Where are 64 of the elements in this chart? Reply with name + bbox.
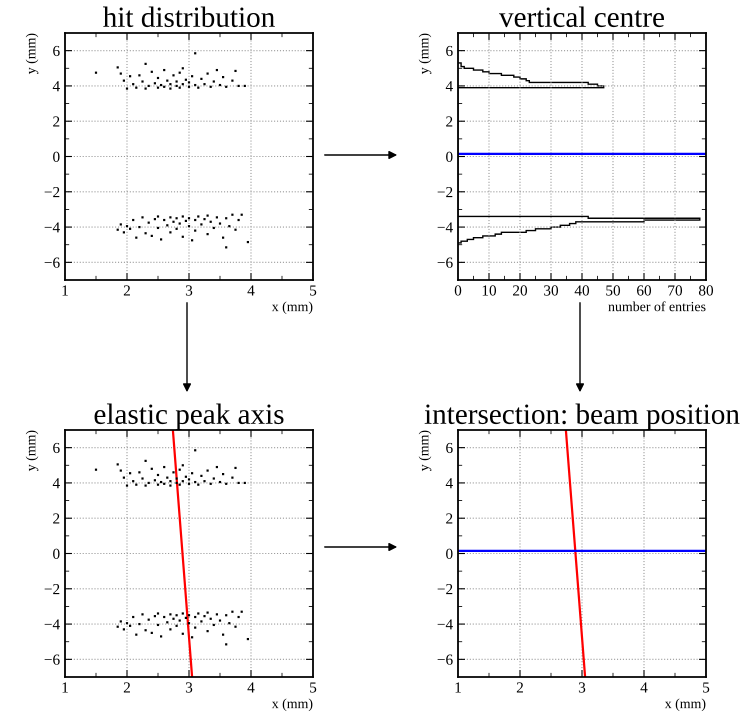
x-tick-label: 30 [544,285,558,296]
y-tick-label: −4 [438,619,453,630]
y-tick-label: −2 [44,584,60,594]
x-tick-label: 80 [698,285,714,296]
y-tick-label: −6 [44,258,60,268]
chart-title: hit distribution [103,6,275,28]
y-tick-label: −4 [438,222,453,232]
x-axis-title: x (mm) [664,698,706,712]
x-tick-label: 2 [516,682,523,692]
y-tick-label: −6 [438,258,453,268]
y-axis-title: y (mm) [26,34,38,74]
y-tick-label: 2 [53,513,60,524]
y-tick-label: −4 [44,619,60,630]
x-tick-label: 4 [247,285,255,296]
x-tick-label: 4 [640,682,648,692]
y-axis-title: y (mm) [418,34,432,74]
y-tick-label: 2 [446,116,452,127]
x-tick-label: 2 [124,682,130,692]
chart-title: intersection: beam position [424,404,740,430]
y-tick-label: 4 [52,81,60,92]
x-tick-label: 3 [186,285,192,296]
y-tick-label: 6 [53,46,60,56]
y-tick-label: 4 [446,478,453,488]
y-tick-label: −2 [438,186,452,198]
x-tick-label: 3 [578,682,586,693]
y-tick-label: 2 [446,513,452,524]
y-tick-label: −2 [44,186,60,198]
y-tick-label: −4 [44,222,60,232]
y-tick-label: −2 [438,584,452,594]
x-tick-label: 1 [62,682,68,692]
y-tick-label: 0 [53,152,60,162]
y-tick-label: 0 [53,548,60,559]
x-tick-label: 1 [456,682,461,692]
x-tick-label: 60 [637,285,652,296]
x-tick-label: 1 [62,285,68,296]
x-tick-label: 5 [310,285,316,296]
chart-title: vertical centre [499,6,664,28]
x-tick-label: 0 [454,285,462,296]
x-axis-title: number of entries [608,301,706,312]
y-tick-label: 6 [446,46,453,56]
chart-title: elastic peak axis [94,404,284,430]
x-tick-label: 10 [482,285,496,296]
y-tick-label: −6 [44,654,60,665]
x-tick-label: 40 [574,285,590,296]
y-tick-label: 6 [53,442,60,454]
x-tick-label: 70 [668,285,682,296]
y-tick-label: 4 [446,81,453,92]
y-tick-label: 2 [53,116,60,127]
x-axis-title: x (mm) [272,301,312,314]
x-tick-label: 5 [310,682,316,693]
y-tick-label: 6 [446,442,453,454]
y-axis-title: y (mm) [26,430,38,472]
x-tick-label: 20 [513,285,528,296]
x-axis-title: x (mm) [272,698,312,712]
x-tick-label: 2 [124,285,130,296]
y-tick-label: −6 [438,654,453,665]
x-tick-label: 50 [606,285,620,296]
x-tick-label: 3 [186,682,192,693]
x-tick-label: 5 [703,682,710,693]
y-tick-label: 4 [52,478,60,488]
y-axis-title: y (mm) [418,430,432,472]
y-tick-label: 0 [446,548,453,559]
x-tick-label: 4 [247,682,255,692]
y-tick-label: 0 [446,152,453,162]
